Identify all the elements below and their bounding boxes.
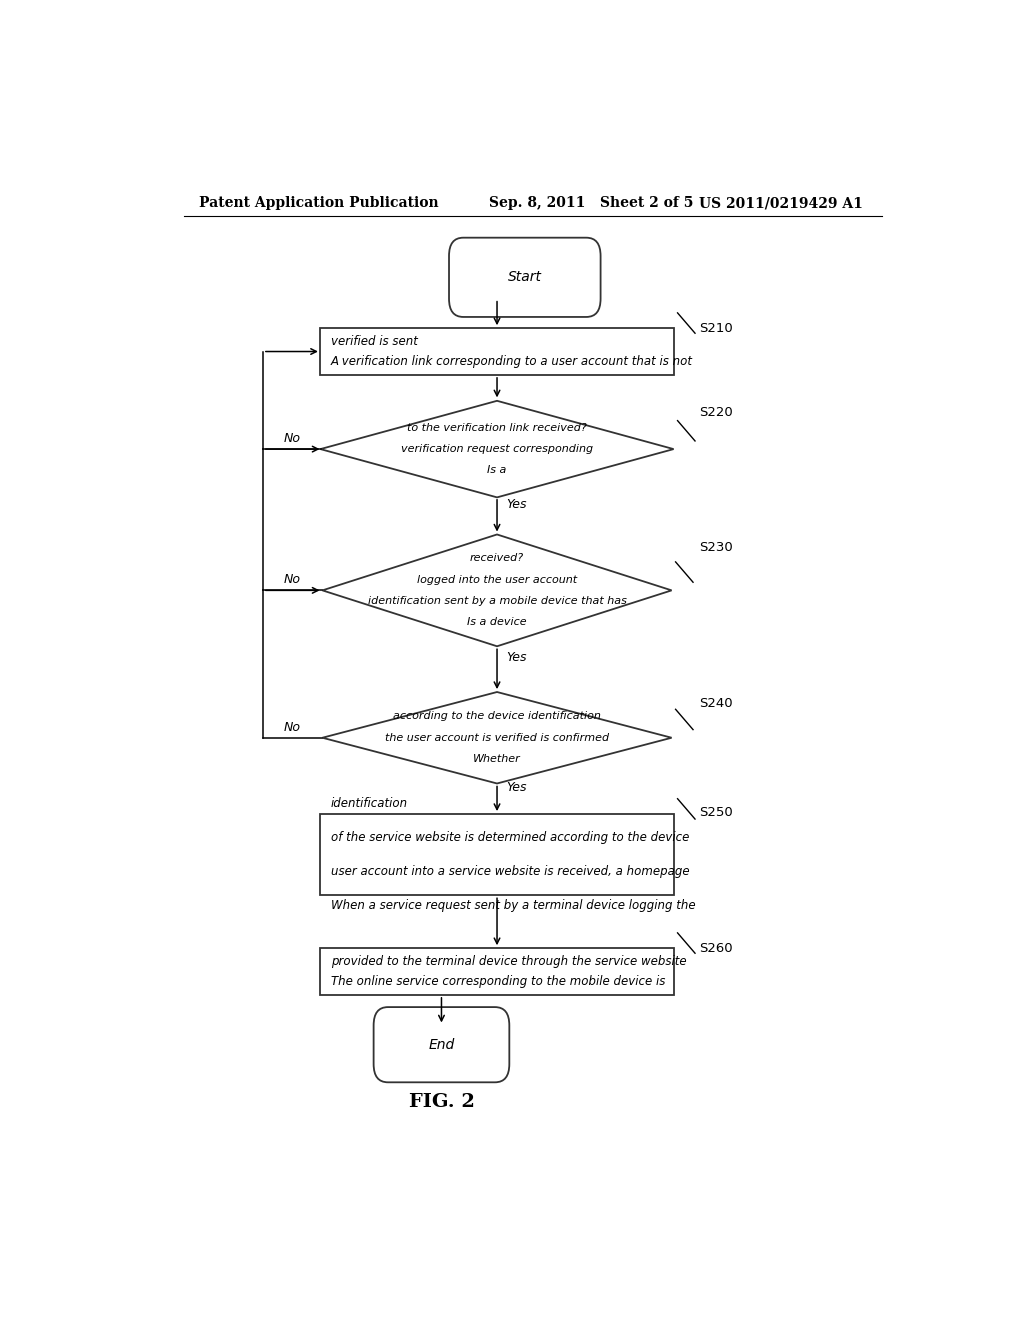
Text: US 2011/0219429 A1: US 2011/0219429 A1	[699, 197, 863, 210]
Text: verified is sent: verified is sent	[331, 335, 418, 348]
Text: When a service request sent by a terminal device logging the: When a service request sent by a termina…	[331, 899, 695, 912]
FancyBboxPatch shape	[449, 238, 601, 317]
Text: S260: S260	[699, 941, 733, 954]
Text: Is a: Is a	[487, 466, 507, 475]
FancyBboxPatch shape	[321, 814, 674, 895]
Text: Sep. 8, 2011   Sheet 2 of 5: Sep. 8, 2011 Sheet 2 of 5	[489, 197, 693, 210]
FancyBboxPatch shape	[321, 329, 674, 375]
Text: S250: S250	[699, 807, 733, 820]
Text: No: No	[284, 721, 301, 734]
Text: of the service website is determined according to the device: of the service website is determined acc…	[331, 832, 689, 843]
Text: Patent Application Publication: Patent Application Publication	[200, 197, 439, 210]
Text: S220: S220	[699, 407, 733, 418]
Text: Yes: Yes	[507, 651, 527, 664]
Polygon shape	[323, 535, 672, 647]
Text: verification request corresponding: verification request corresponding	[401, 444, 593, 454]
Text: A verification link corresponding to a user account that is not: A verification link corresponding to a u…	[331, 355, 693, 368]
Text: No: No	[284, 573, 301, 586]
Text: Start: Start	[508, 271, 542, 284]
Text: identification sent by a mobile device that has: identification sent by a mobile device t…	[368, 597, 627, 606]
Polygon shape	[323, 692, 672, 784]
Text: Yes: Yes	[507, 780, 527, 793]
Text: logged into the user account: logged into the user account	[417, 574, 578, 585]
Text: user account into a service website is received, a homepage: user account into a service website is r…	[331, 865, 689, 878]
Text: Is a device: Is a device	[467, 618, 526, 627]
Text: S230: S230	[699, 541, 733, 554]
Text: End: End	[428, 1038, 455, 1052]
Text: the user account is verified is confirmed: the user account is verified is confirme…	[385, 733, 609, 743]
FancyBboxPatch shape	[374, 1007, 509, 1082]
Text: The online service corresponding to the mobile device is: The online service corresponding to the …	[331, 975, 666, 987]
FancyBboxPatch shape	[321, 948, 674, 995]
Text: according to the device identification: according to the device identification	[393, 711, 601, 722]
Text: identification: identification	[331, 797, 408, 810]
Text: Yes: Yes	[507, 498, 527, 511]
Text: S210: S210	[699, 322, 733, 335]
Polygon shape	[321, 401, 674, 498]
Text: received?: received?	[470, 553, 524, 564]
Text: S240: S240	[699, 697, 733, 710]
Text: No: No	[284, 432, 301, 445]
Text: Whether: Whether	[473, 754, 521, 764]
Text: provided to the terminal device through the service website: provided to the terminal device through …	[331, 956, 686, 968]
Text: to the verification link received?: to the verification link received?	[408, 422, 587, 433]
Text: FIG. 2: FIG. 2	[409, 1093, 474, 1110]
